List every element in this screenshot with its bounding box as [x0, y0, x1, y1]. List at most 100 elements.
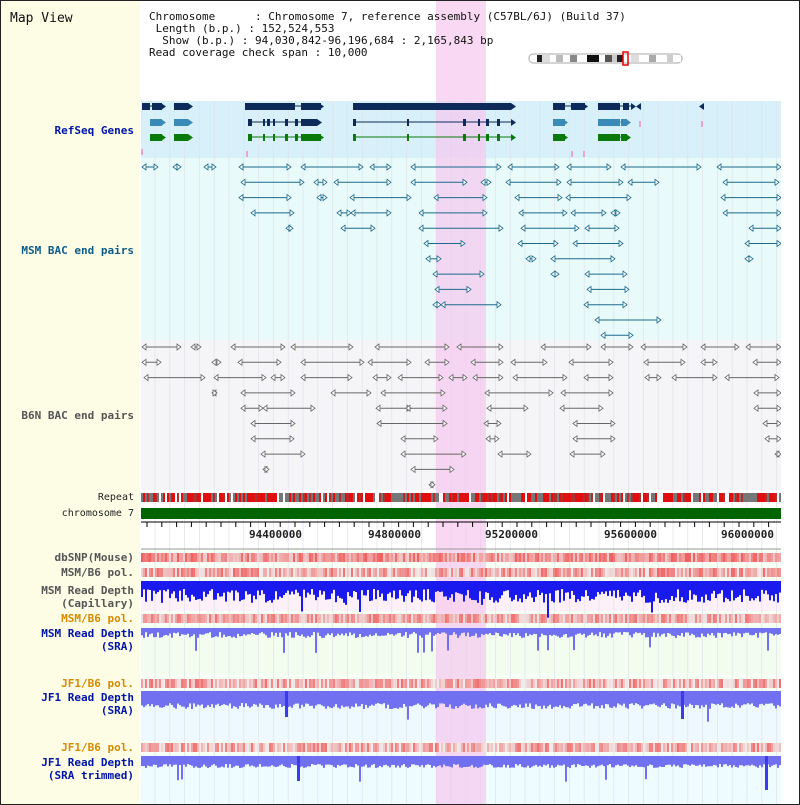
track-label-msm-bac[interactable]: MSM BAC end pairs [21, 244, 134, 257]
polymorphism-cell [419, 568, 421, 577]
track-label-jf1-read-depth-trim[interactable]: JF1 Read Depth [41, 756, 134, 769]
read-depth-bar [419, 756, 421, 767]
read-depth-bar [273, 581, 275, 600]
read-depth-bar [637, 581, 639, 593]
track-label-jf1-b6-pol-1[interactable]: JF1/B6 pol. [61, 677, 134, 690]
polymorphism-cell [701, 679, 703, 688]
repeat-block [337, 493, 339, 502]
read-depth-bar [707, 628, 709, 634]
polymorphism-cell [739, 614, 741, 623]
read-depth-bar [371, 756, 373, 765]
polymorphism-cell [309, 553, 311, 562]
polymorphism-cell [433, 553, 435, 562]
read-depth-bar [547, 756, 549, 765]
polymorphism-cell [723, 679, 725, 688]
polymorphism-cell [395, 743, 397, 752]
read-depth-bar [637, 628, 639, 634]
polymorphism-cell [147, 553, 149, 562]
polymorphism-cell [525, 679, 527, 688]
polymorphism-cell [749, 553, 751, 562]
polymorphism-cell [559, 553, 561, 562]
polymorphism-cell [455, 743, 457, 752]
track-label-refseq[interactable]: RefSeq Genes [54, 124, 134, 137]
polymorphism-cell [143, 743, 145, 752]
repeat-block [457, 493, 459, 502]
polymorphism-cell [241, 614, 243, 623]
polymorphism-cell [443, 553, 445, 562]
repeat-block [579, 493, 581, 502]
polymorphism-cell [671, 743, 673, 752]
polymorphism-cell [193, 679, 195, 688]
ideogram-band [532, 55, 537, 62]
read-depth-bar [329, 628, 331, 636]
polymorphism-cell [537, 614, 539, 623]
polymorphism-cell [199, 679, 201, 688]
read-depth-bar [697, 756, 699, 766]
track-label-repeat[interactable]: Repeat [97, 492, 134, 503]
repeat-block [287, 493, 289, 502]
read-depth-bar [665, 628, 667, 637]
track-label-jf1-read-depth-sra-sub: (SRA) [100, 704, 134, 717]
polymorphism-cell [367, 679, 369, 688]
track-label-dbsnp[interactable]: dbSNP(Mouse) [54, 551, 134, 564]
read-depth-bar [567, 628, 569, 638]
gene-exon [267, 119, 270, 126]
read-depth-bar [777, 691, 779, 706]
read-depth-bar [255, 691, 257, 705]
polymorphism-cell [223, 679, 225, 688]
polymorphism-cell [283, 614, 285, 623]
bac-end-marker [340, 224, 346, 232]
polymorphism-cell [191, 614, 193, 623]
polymorphism-cell [633, 679, 635, 688]
bac-end-marker [289, 434, 295, 443]
polymorphism-cell [299, 614, 301, 623]
polymorphism-cell [141, 553, 143, 562]
polymorphism-cell [439, 614, 441, 623]
read-depth-bar [715, 756, 717, 766]
polymorphism-cell [609, 614, 611, 623]
polymorphism-cell [373, 614, 375, 623]
track-label-jf1-read-depth-sra[interactable]: JF1 Read Depth [41, 691, 134, 704]
repeat-block [563, 493, 565, 502]
read-depth-bar [289, 691, 291, 707]
repeat-block [365, 493, 367, 502]
ideogram-band [623, 55, 631, 62]
polymorphism-cell [205, 553, 207, 562]
read-depth-bar [491, 628, 493, 636]
read-depth-spike [285, 691, 288, 717]
polymorphism-cell [559, 679, 561, 688]
polymorphism-cell [505, 553, 507, 562]
track-label-b6n-bac[interactable]: B6N BAC end pairs [21, 409, 134, 422]
track-label-msm-read-depth-cap[interactable]: MSM Read Depth [41, 584, 134, 597]
polymorphism-cell [209, 614, 211, 623]
track-label-msm-b6-pol-2[interactable]: MSM/B6 pol. [61, 612, 134, 625]
bac-end-marker [518, 209, 524, 217]
read-depth-bar [713, 756, 715, 765]
track-label-jf1-b6-pol-2[interactable]: JF1/B6 pol. [61, 741, 134, 754]
read-depth-bar [767, 628, 769, 651]
polymorphism-cell [533, 679, 535, 688]
bac-end-marker [322, 178, 328, 187]
read-depth-bar [679, 691, 681, 707]
polymorphism-cell [249, 679, 251, 688]
polymorphism-cell [463, 568, 465, 577]
polymorphism-cell [571, 568, 573, 577]
bac-end-marker [141, 163, 147, 171]
read-depth-bar [437, 691, 439, 707]
polymorphism-cell [407, 614, 409, 623]
read-depth-bar [435, 628, 437, 635]
polymorphism-cell [539, 568, 541, 577]
polymorphism-cell [707, 568, 709, 577]
repeat-block [777, 493, 779, 502]
read-depth-bar [495, 691, 497, 709]
track-label-msm-read-depth-sra[interactable]: MSM Read Depth [41, 627, 134, 640]
repeat-block [187, 493, 189, 502]
polymorphism-cell [185, 679, 187, 688]
polymorphism-cell [361, 553, 363, 562]
polymorphism-cell [503, 679, 505, 688]
polymorphism-cell [555, 679, 557, 688]
track-label-msm-b6-pol-1[interactable]: MSM/B6 pol. [61, 566, 134, 579]
read-depth-bar [669, 581, 671, 600]
read-depth-bar [215, 756, 217, 766]
